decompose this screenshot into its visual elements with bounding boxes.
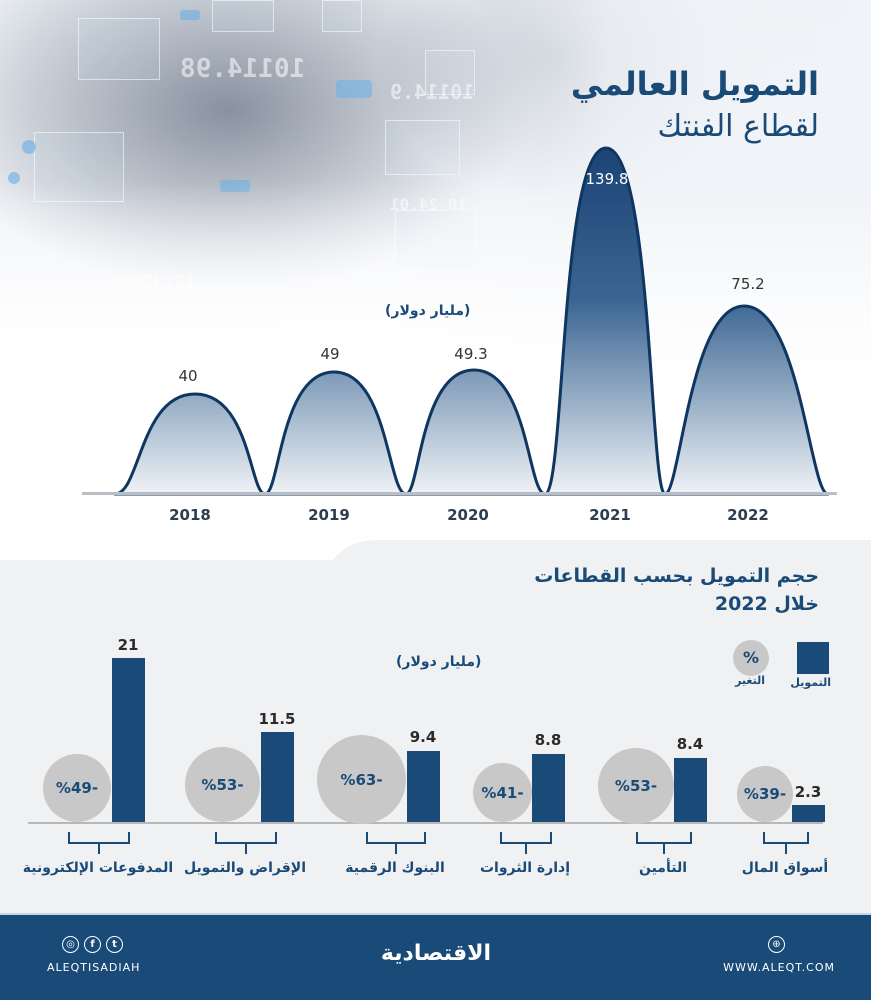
page-title: التمويل العالمي لقطاع الفنتك — [571, 62, 819, 148]
change-circle-wealth: %41- — [473, 763, 532, 822]
bracket-insurance — [636, 832, 692, 844]
change-circle-lending: %53- — [185, 747, 260, 822]
bracket-capital-markets — [763, 832, 809, 844]
social-links: ◎ f t — [62, 936, 123, 953]
year-label-2022: 2022 — [727, 506, 769, 524]
funding-value-wealth: 8.8 — [534, 731, 562, 749]
footer: ◎ f t ALEQTISADIAH الاقتصادية ⊕ WWW.ALEQ… — [0, 913, 871, 1000]
funding-value-insurance: 8.4 — [676, 735, 704, 753]
bracket-stem-lending — [245, 844, 247, 854]
social-handle[interactable]: ALEQTISADIAH — [47, 961, 141, 974]
year-label-2021: 2021 — [589, 506, 631, 524]
value-label-2020: 49.3 — [454, 345, 488, 363]
funding-value-lending: 11.5 — [258, 710, 296, 728]
funding-bar-insurance — [674, 758, 707, 822]
sector-label-insurance: التأمين — [638, 860, 687, 876]
top-chart-unit-label: (مليار دولار) — [385, 303, 471, 319]
year-label-2019: 2019 — [308, 506, 350, 524]
sector-label-lending: الإقراض والتمويل — [184, 860, 306, 876]
facebook-icon[interactable]: f — [84, 936, 101, 953]
legend-funding-swatch — [797, 642, 829, 674]
change-circle-payments: %49- — [43, 754, 111, 822]
funding-bar-wealth — [532, 754, 565, 822]
value-label-2022: 75.2 — [731, 275, 765, 293]
sector-chart-baseline — [28, 822, 823, 824]
funding-value-digital-banks: 9.4 — [409, 728, 437, 746]
title-line-2: لقطاع الفنتك — [657, 109, 819, 144]
bracket-digital-banks — [366, 832, 426, 844]
funding-bar-payments — [112, 658, 145, 822]
funding-value-capital-markets: 2.3 — [794, 783, 822, 801]
website-link[interactable]: WWW.ALEQT.COM — [723, 961, 835, 974]
bumps-area — [113, 146, 830, 496]
bracket-stem-insurance — [663, 844, 665, 854]
value-label-2021: 139.8 — [585, 170, 629, 188]
legend-change-swatch: % — [733, 640, 769, 676]
legend-funding-label: التمويل — [790, 676, 831, 689]
year-label-2020: 2020 — [447, 506, 489, 524]
sector-label-wealth: إدارة الثروات — [479, 860, 571, 876]
globe-icon: ⊕ — [768, 936, 785, 953]
legend-change-label: التغير — [735, 674, 765, 687]
bracket-stem-wealth — [525, 844, 527, 854]
year-label-2018: 2018 — [169, 506, 211, 524]
sector-title-line-1: حجم التمويل بحسب القطاعات — [534, 565, 819, 587]
instagram-icon[interactable]: ◎ — [62, 936, 79, 953]
bracket-stem-capital-markets — [785, 844, 787, 854]
annual-funding-chart — [82, 146, 837, 496]
sector-label-digital-banks: البنوك الرقمية — [345, 860, 445, 876]
sector-chart-unit-label: (مليار دولار) — [396, 654, 482, 670]
sector-title-line-2: خلال 2022 — [714, 593, 819, 615]
sector-label-capital-markets: أسواق المال — [741, 860, 829, 876]
sector-chart-title: حجم التمويل بحسب القطاعات خلال 2022 — [534, 562, 819, 618]
bracket-lending — [215, 832, 277, 844]
funding-bar-digital-banks — [407, 751, 440, 822]
change-circle-insurance: %53- — [598, 748, 674, 824]
bracket-payments — [68, 832, 130, 844]
value-label-2019: 49 — [320, 345, 340, 363]
value-label-2018: 40 — [178, 367, 198, 385]
funding-value-payments: 21 — [117, 636, 139, 654]
funding-bar-capital-markets — [792, 805, 825, 822]
bracket-stem-digital-banks — [395, 844, 397, 854]
sector-funding-panel — [0, 560, 871, 915]
funding-bar-lending — [261, 732, 294, 822]
legend: % التمويل التغير — [731, 640, 831, 690]
twitter-icon[interactable]: t — [106, 936, 123, 953]
bracket-wealth — [500, 832, 552, 844]
bracket-stem-payments — [98, 844, 100, 854]
change-circle-digital-banks: %63- — [317, 735, 406, 824]
change-circle-capital-markets: %39- — [737, 766, 793, 822]
brand-logo: الاقتصادية — [380, 941, 492, 966]
title-line-1: التمويل العالمي — [570, 65, 819, 103]
sector-label-payments: المدفوعات الإلكترونية — [22, 860, 174, 876]
